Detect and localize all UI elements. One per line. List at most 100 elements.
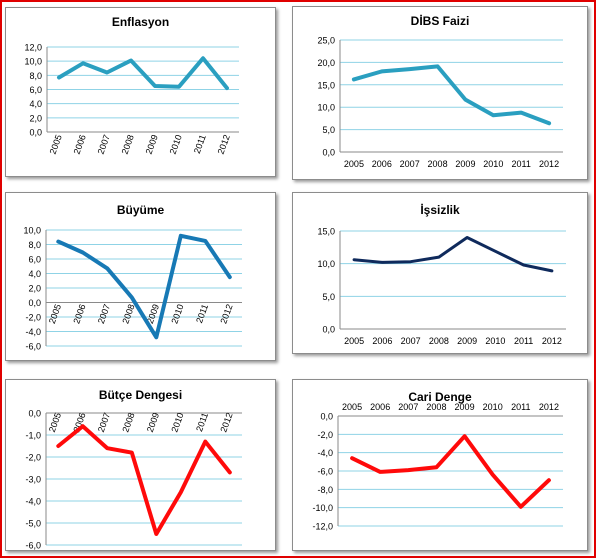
data-point — [352, 78, 356, 81]
x-tick-label: 2011 — [194, 303, 210, 325]
series-line — [57, 56, 229, 91]
data-point — [408, 67, 411, 71]
y-tick-label: 8,0 — [28, 240, 41, 250]
data-point — [155, 532, 158, 536]
x-tick-label: 2012 — [539, 159, 559, 169]
x-tick-label: 2008 — [428, 159, 448, 169]
data-point — [519, 505, 523, 508]
x-tick-label: 2006 — [372, 336, 392, 346]
chart-enflasyon: 0,0 2,0 4,0 6,0 8,0 10,0 12,0 2005 2006 2007 2008 2… — [24, 43, 239, 156]
y-tick-label: 2,0 — [29, 113, 42, 123]
series-line — [56, 424, 232, 536]
y-tick-label: 0,0 — [322, 148, 335, 158]
data-point — [522, 263, 525, 267]
data-point — [228, 275, 231, 279]
y-tick-label: -2,0 — [25, 453, 41, 463]
y-tick-label: 12,0 — [24, 43, 42, 53]
series-line — [56, 233, 232, 340]
y-tick-label: -4,0 — [25, 497, 41, 507]
data-point — [547, 478, 551, 482]
x-tick-label: 2011 — [512, 159, 531, 169]
data-point — [130, 296, 133, 299]
data-point — [81, 425, 84, 428]
chart-butce: -6,0-5,0-4,0-3,0-2,0-1,00,0 2005 2006 2007 2… — [25, 409, 242, 551]
x-tick-label: 2009 — [144, 133, 160, 155]
data-point — [378, 470, 382, 474]
x-tick-label: 2008 — [429, 336, 449, 346]
y-tick-label: 10,0 — [317, 103, 335, 113]
chart-title: Cari Denge — [408, 390, 472, 404]
data-point — [106, 267, 109, 270]
series-line — [352, 236, 554, 273]
data-point — [436, 65, 439, 68]
data-point — [550, 269, 554, 273]
y-tick-label: 0,0 — [28, 298, 41, 308]
data-point — [204, 239, 207, 243]
y-tick-label: 0,0 — [28, 409, 41, 419]
data-point — [491, 473, 494, 476]
x-tick-label: 2011 — [514, 336, 533, 346]
y-tick-label: 4,0 — [28, 269, 41, 279]
data-point — [519, 111, 523, 114]
y-tick-label: 10,0 — [23, 226, 41, 236]
x-tick-label: 2006 — [372, 159, 392, 169]
x-tick-label: 2007 — [96, 303, 112, 325]
data-point — [225, 86, 229, 90]
data-point — [381, 261, 384, 264]
y-tick-label: 25,0 — [317, 36, 335, 46]
data-point — [129, 59, 133, 62]
data-point — [380, 70, 384, 73]
x-tick-label: 2010 — [483, 159, 503, 169]
x-tick-label: 2007 — [96, 133, 112, 155]
chart-title: Enflasyon — [111, 15, 170, 29]
chart-title: DİBS Faizi — [410, 14, 470, 28]
y-tick-label: 0,0 — [29, 128, 42, 138]
y-tick-label: 2,0 — [28, 284, 41, 294]
y-tick-label: 10,0 — [24, 57, 42, 67]
x-tick-label: 2006 — [370, 402, 390, 412]
chart-title: Bütçe Dengesi — [98, 388, 183, 402]
panel-buyume: Büyüme -6,0 -4,0 -2,0 0,0 2,0 4,0 6,0 8,0 10,0 20… — [5, 192, 276, 361]
y-tick-label: 15,0 — [317, 80, 335, 90]
data-point — [179, 491, 182, 494]
x-tick-label: 2008 — [120, 411, 136, 433]
y-tick-label: -6,0 — [25, 541, 41, 551]
x-tick-label: 2005 — [342, 402, 362, 412]
data-point — [177, 85, 181, 88]
data-point — [350, 456, 354, 460]
y-tick-label: -8,0 — [317, 485, 333, 495]
chart-buyume: -6,0 -4,0 -2,0 0,0 2,0 4,0 6,0 8,0 10,0 2005 2006 2… — [23, 226, 242, 352]
y-tick-label: 6,0 — [28, 255, 41, 265]
panel-cari: Cari Denge -12,0 -10,0 -8,0 -6,0 -4,0 -2,0 0,0… — [292, 379, 588, 551]
panel-butce: Bütçe Dengesi -6,0 -5,0 -4,0 -3,0 -2,0 -1,0 0,… — [5, 379, 276, 551]
y-tick-label: -4,0 — [317, 448, 333, 458]
x-tick-label: 2010 — [485, 336, 505, 346]
data-point — [81, 251, 84, 254]
y-tick-label: -4,0 — [25, 327, 41, 337]
y-tick-label: -10,0 — [312, 503, 333, 513]
x-tick-label: 2008 — [120, 303, 136, 325]
data-point — [105, 71, 109, 74]
data-point — [465, 236, 469, 239]
data-point — [464, 98, 467, 101]
x-tick-label: 2009 — [457, 336, 477, 346]
data-point — [130, 451, 133, 454]
x-tick-label: 2006 — [71, 303, 87, 325]
data-point — [352, 258, 356, 261]
y-tick-label: 0,0 — [322, 325, 335, 335]
y-tick-label: 0,0 — [320, 412, 333, 422]
x-tick-label: 2009 — [455, 402, 475, 412]
y-tick-label: -3,0 — [25, 475, 41, 485]
data-point — [547, 122, 551, 125]
y-tick-label: 8,0 — [29, 71, 42, 81]
x-tick-label: 2010 — [169, 303, 185, 325]
x-tick-label: 2007 — [96, 411, 112, 433]
data-point — [407, 468, 410, 472]
chart-cari: -12,0 -10,0 -8,0 -6,0 -4,0 -2,0 0,0 2005 2006 200… — [312, 402, 563, 532]
data-point — [153, 84, 157, 88]
data-point — [201, 57, 205, 60]
data-point — [494, 250, 497, 253]
y-tick-label: -6,0 — [317, 467, 333, 477]
x-tick-label: 2012 — [216, 133, 232, 155]
